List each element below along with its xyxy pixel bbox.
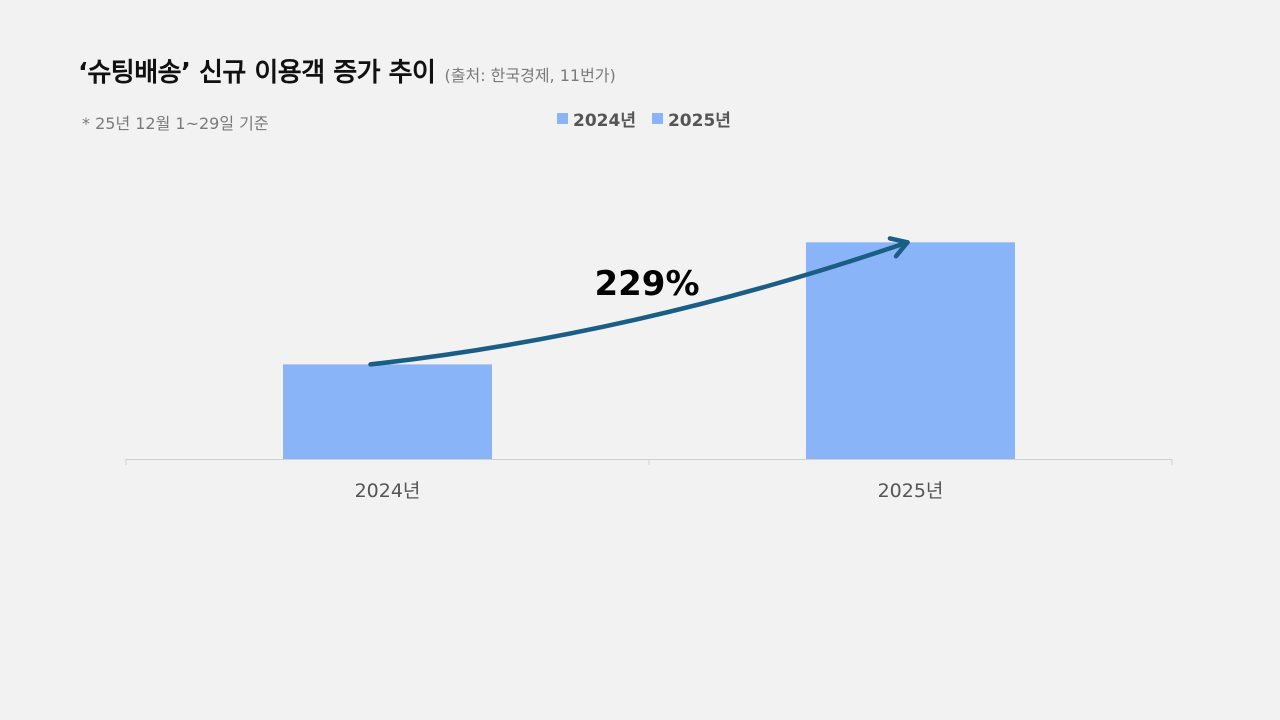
bar-2024년 [283, 364, 492, 459]
legend-label-2024: 2024년 [573, 111, 636, 131]
chart-source: (출처: 한국경제, 11번가) [444, 66, 616, 85]
legend-item-2025: 2025년 [651, 106, 731, 131]
growth-arrow [368, 240, 910, 367]
x-tick-label: 2024년 [355, 480, 421, 502]
legend: 2024년 2025년 [557, 106, 747, 131]
growth-label: 229% [594, 264, 699, 304]
x-tick-label: 2025년 [878, 480, 944, 502]
legend-swatch-2025 [651, 113, 663, 124]
bar-2025년 [806, 242, 1015, 459]
chart-note: * 25년 12월 1~29일 기준 [82, 114, 269, 133]
legend-swatch-2024 [557, 113, 568, 124]
growth-arrow-head [887, 236, 910, 259]
chart-title: ‘슈팅배송’ 신규 이용객 증가 추이 [78, 58, 436, 88]
legend-item-2024: 2024년 [557, 106, 636, 131]
legend-label-2025: 2025년 [667, 111, 731, 131]
title-row: ‘슈팅배송’ 신규 이용객 증가 추이 (출처: 한국경제, 11번가) [78, 52, 616, 89]
